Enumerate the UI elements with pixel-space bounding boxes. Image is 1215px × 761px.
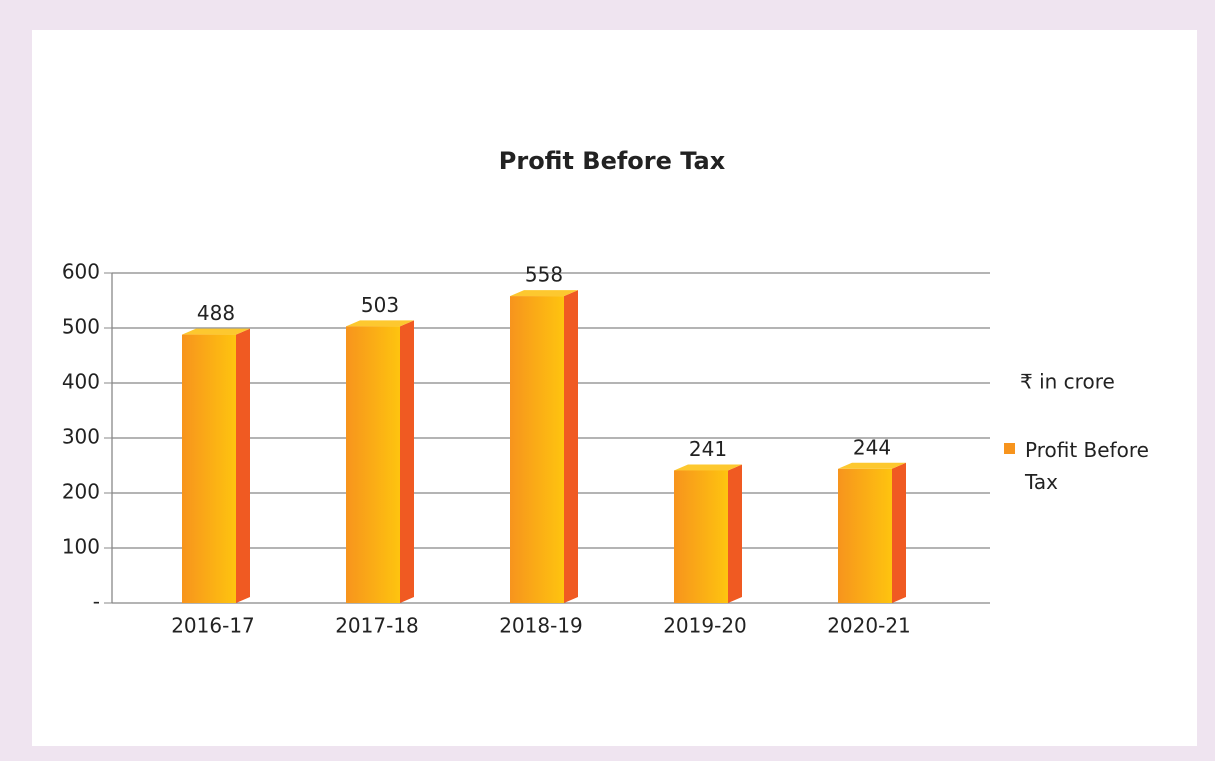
bar: [346, 326, 400, 603]
bar: [182, 334, 236, 603]
bar: [510, 296, 564, 603]
y-tick-label: -: [93, 590, 100, 614]
value-label: 558: [525, 263, 563, 287]
value-label: 244: [853, 435, 891, 459]
y-tick-label: 300: [62, 425, 100, 449]
bar-top: [510, 290, 578, 297]
bar-top: [838, 462, 906, 469]
y-tick-label: 500: [62, 315, 100, 339]
x-tick-label: 2018-19: [499, 614, 583, 638]
legend-swatch: [1004, 443, 1015, 454]
bar: [838, 468, 892, 603]
bar-top: [674, 464, 742, 471]
x-tick-label: 2019-20: [663, 614, 747, 638]
value-label: 241: [689, 437, 727, 461]
bar: [674, 470, 728, 603]
bar-side: [400, 320, 414, 603]
x-tick-label: 2020-21: [827, 614, 911, 638]
unit-note: ₹ in crore: [1020, 370, 1115, 394]
x-tick-label: 2016-17: [171, 614, 255, 638]
bar-side: [564, 290, 578, 603]
y-tick-label: 400: [62, 370, 100, 394]
bar-side: [728, 464, 742, 603]
y-tick-label: 600: [62, 260, 100, 284]
value-label: 488: [197, 301, 235, 325]
bar-top: [346, 320, 414, 327]
y-tick-label: 200: [62, 480, 100, 504]
legend-label: Profit Before Tax: [1025, 438, 1149, 494]
bar-top: [182, 328, 250, 335]
bar-side: [892, 462, 906, 603]
y-tick-label: 100: [62, 535, 100, 559]
chart-title: Profit Before Tax: [499, 147, 726, 175]
x-tick-label: 2017-18: [335, 614, 419, 638]
bar-side: [236, 328, 250, 603]
value-label: 503: [361, 293, 399, 317]
